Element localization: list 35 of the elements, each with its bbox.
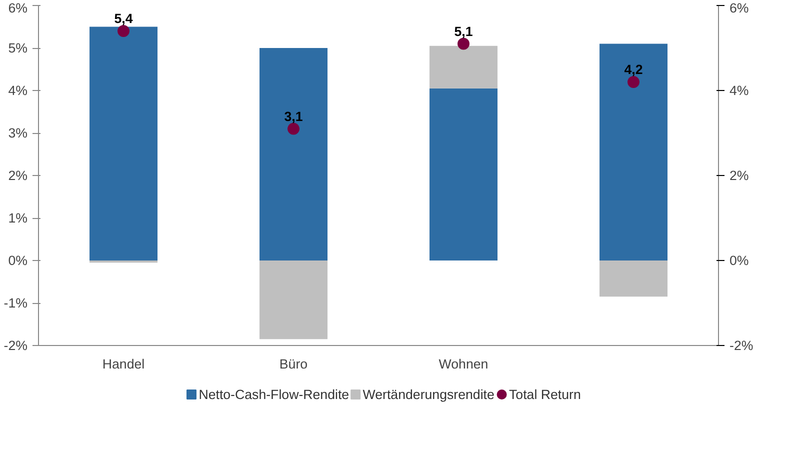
y2-tick-label: 2% [730, 168, 749, 183]
x-tick-label: Büro [279, 356, 308, 372]
y-tick-label: 1% [8, 210, 28, 226]
bar [90, 26, 158, 260]
data-label: 5,4 [114, 11, 134, 26]
bar [430, 46, 498, 88]
y-tick-label: -1% [4, 296, 28, 310]
point [118, 25, 130, 37]
x-tick-label: Handel [102, 356, 145, 372]
point [458, 38, 470, 50]
point [628, 76, 640, 88]
bar [260, 260, 328, 340]
y-tick-label: 4% [8, 83, 28, 98]
y-tick-label: 2% [8, 168, 28, 183]
y-tick-label: 6% [8, 0, 28, 16]
y-tick-label: 0% [8, 253, 28, 268]
point [288, 122, 300, 135]
y2-tick-label: 4% [730, 83, 749, 98]
bar [260, 48, 328, 260]
data-label: 5,1 [454, 24, 474, 39]
bar [600, 260, 668, 297]
legend-label: Netto-Cash-Flow-Rendite [198, 387, 350, 402]
data-label: 3,1 [284, 108, 304, 124]
legend-label: Total Return [509, 387, 581, 402]
y-tick-label: -2% [4, 338, 28, 353]
y2-tick-label: -2% [730, 338, 754, 353]
legend-label: Wertänderungsrendite [362, 387, 494, 402]
bar [600, 44, 668, 260]
y2-tick-label: 6% [730, 0, 749, 16]
data-label: 4,2 [624, 62, 643, 77]
bar [430, 88, 498, 260]
y-tick-label: 3% [8, 126, 28, 140]
y-tick-label: 5% [8, 40, 28, 56]
y2-tick-label: 0% [730, 253, 749, 268]
x-tick-label: Wohnen [438, 356, 488, 372]
